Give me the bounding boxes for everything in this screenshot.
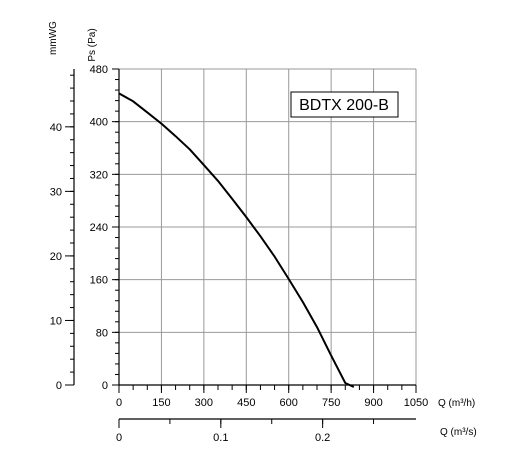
secondary-y-tick-label: 40 (50, 122, 62, 134)
legend: BDTX 200-B (290, 91, 399, 118)
secondary-y-tick-label: 20 (50, 251, 62, 263)
model-label: BDTX 200-B (299, 97, 389, 114)
secondary-y-tick-label: 10 (50, 315, 62, 327)
secondary-x-tick-label: 0.2 (315, 432, 330, 444)
x-tick-label: 750 (322, 397, 340, 409)
x-axis-label: Q (m³/h) (438, 398, 475, 409)
secondary-y-axis-label: mmWG (48, 21, 59, 55)
secondary-x-tick-label: 0.1 (213, 432, 228, 444)
y-tick-label: 160 (90, 275, 108, 287)
pressure-curve (118, 92, 355, 388)
grid-lines (118, 68, 417, 386)
x-tick-label: 150 (152, 397, 170, 409)
x-tick-label: 0 (116, 397, 122, 409)
secondary-x-tick-label: 0 (116, 432, 122, 444)
x-tick-label: 300 (195, 397, 213, 409)
y-tick-label: 320 (90, 169, 108, 181)
series-layer (118, 92, 355, 388)
y-tick-label: 80 (96, 327, 108, 339)
x-tick-label: 900 (364, 397, 382, 409)
y-tick-label: 240 (90, 222, 108, 234)
y-tick-label: 0 (102, 380, 108, 392)
axes (65, 68, 417, 428)
secondary-y-tick-label: 30 (50, 186, 62, 198)
x-tick-label: 600 (280, 397, 298, 409)
secondary-x-axis-label: Q (m³/s) (440, 427, 477, 438)
y-tick-label: 480 (90, 64, 108, 76)
x-tick-label: 450 (237, 397, 255, 409)
y-tick-label: 400 (90, 117, 108, 129)
secondary-y-tick-label: 0 (56, 380, 62, 392)
y-axis-label: Ps (Pa) (87, 28, 98, 61)
model-label-box (290, 91, 399, 118)
x-tick-label: 1050 (404, 397, 428, 409)
